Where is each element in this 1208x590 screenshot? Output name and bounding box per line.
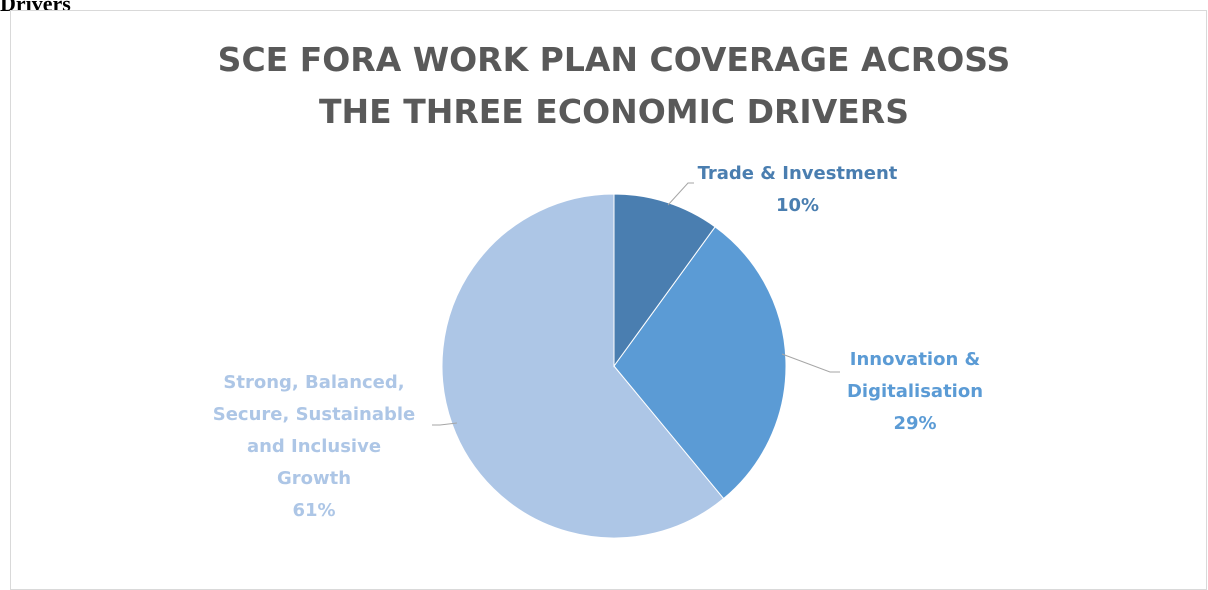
leader-line bbox=[781, 353, 840, 373]
slice-label: Trade & Investment 10% bbox=[680, 158, 915, 222]
value-label: 29% bbox=[893, 413, 937, 434]
category-label: Trade & Investment bbox=[697, 163, 898, 184]
chart-title: SCE FORA WORK PLAN COVERAGE ACROSS THE T… bbox=[217, 40, 1011, 131]
slice-label: Strong, Balanced, Secure, Sustainable an… bbox=[208, 367, 420, 527]
category-label: Strong, Balanced, Secure, Sustainable an… bbox=[212, 372, 416, 489]
pie-slice bbox=[613, 193, 716, 368]
slice-label: Innovation & Digitalisation 29% bbox=[835, 344, 995, 440]
caption: Drivers bbox=[0, 0, 71, 16]
pie-slice bbox=[441, 193, 725, 539]
leader-line bbox=[432, 422, 458, 426]
value-label: 61% bbox=[292, 500, 336, 521]
pie-slice bbox=[613, 226, 787, 500]
leader-line bbox=[667, 182, 694, 206]
value-label: 10% bbox=[775, 195, 820, 216]
category-label: Innovation & Digitalisation bbox=[846, 349, 984, 402]
leader-lines bbox=[432, 182, 840, 426]
